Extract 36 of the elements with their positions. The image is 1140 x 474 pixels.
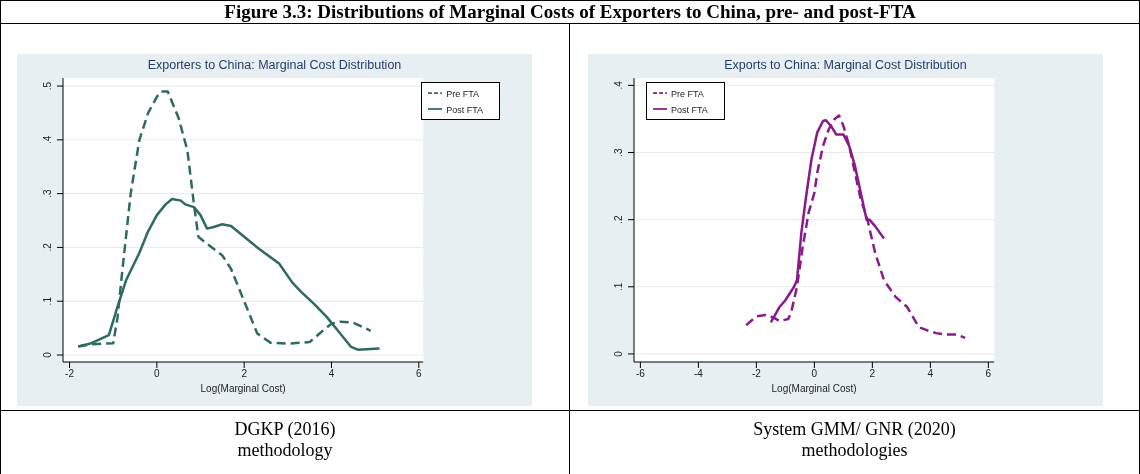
legend-label: Pre FTA (446, 89, 479, 99)
y-tick-label: .2 (42, 242, 53, 252)
text: methodology (236, 440, 334, 461)
x-tick-label: -2 (65, 368, 75, 380)
legend-label: Post FTA (446, 105, 483, 115)
y-tick-label: .4 (42, 135, 53, 145)
y-tick-label: .3 (42, 189, 53, 198)
x-tick-label: 6 (985, 368, 992, 380)
x-tick-label: 2 (869, 368, 876, 380)
y-tick-label: .3 (613, 147, 624, 157)
legend-label: Post FTA (671, 105, 708, 115)
x-tick-label: 4 (927, 368, 934, 380)
chart-title: Exporters to China: Marginal Cost Distribution (146, 57, 403, 74)
y-tick-label: .4 (613, 80, 624, 90)
text: System GMM/ GNR (2020) (752, 419, 957, 440)
x-tick-label: 2 (241, 368, 248, 380)
y-tick-label: 0 (613, 350, 624, 357)
text: DGKP (2016) (233, 419, 337, 440)
y-tick-label: 0 (42, 351, 53, 358)
x-tick-label: -4 (693, 368, 704, 380)
legend-label: Pre FTA (671, 89, 704, 99)
x-tick-label: 4 (328, 368, 335, 380)
text: methodologies (800, 440, 909, 461)
x-tick-label: -6 (635, 368, 646, 380)
y-tick-label: .2 (613, 215, 624, 224)
y-tick-label: .1 (42, 296, 53, 306)
chart-title: Exports to China: Marginal Cost Distribution (723, 57, 968, 74)
x-axis-title: Log(Marginal Cost) (771, 383, 857, 394)
x-tick-label: 0 (154, 368, 161, 380)
y-tick-label: .5 (42, 81, 53, 91)
x-axis-title: Log(Marginal Cost) (200, 383, 286, 394)
y-tick-label: .1 (613, 282, 624, 291)
text: Figure 3.3: Distributions of Marginal Costs of Exporters to China, pre- and post-FTA (1, 1, 1139, 24)
x-tick-label: 0 (811, 368, 818, 380)
x-tick-label: 6 (416, 368, 423, 380)
x-tick-label: -2 (751, 368, 762, 380)
